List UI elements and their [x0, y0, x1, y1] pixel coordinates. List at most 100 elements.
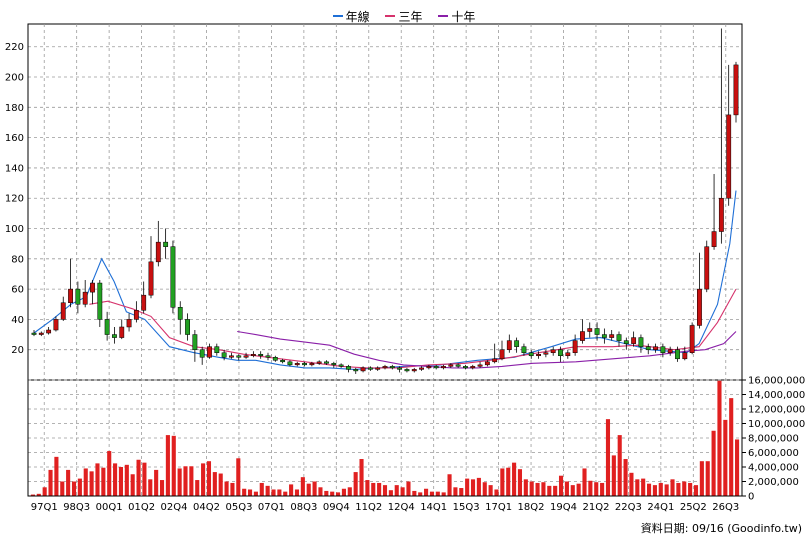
candle-body	[90, 282, 95, 293]
candle-body	[82, 291, 88, 305]
candle-body	[309, 363, 315, 366]
volume-bar	[83, 468, 88, 496]
volume-bar	[617, 435, 622, 496]
volume-bar	[95, 463, 100, 496]
legend-swatch-ten-year	[438, 15, 449, 17]
volume-bar	[729, 398, 734, 496]
candle-body	[521, 346, 527, 353]
x-tick-label: 09Q4	[323, 502, 350, 513]
candle-body	[353, 369, 359, 372]
volume-bar	[118, 467, 124, 496]
volume-bar	[394, 485, 399, 496]
price-tick-label: 80	[11, 254, 24, 265]
volume-bar	[212, 472, 217, 496]
candle-body	[638, 337, 644, 347]
candle-body	[718, 197, 724, 232]
volume-bar	[136, 459, 141, 496]
candle-body	[324, 361, 329, 364]
candle-body	[580, 331, 585, 341]
volume-bar	[36, 493, 41, 496]
x-tick-label: 12Q4	[388, 502, 415, 513]
candle-body	[623, 340, 629, 344]
candle-body	[587, 328, 593, 332]
volume-bar	[224, 481, 229, 496]
volume-bar	[130, 474, 135, 496]
x-tick-label: 18Q2	[518, 502, 545, 513]
volume-bar	[359, 459, 364, 496]
volume-bar	[171, 435, 176, 496]
volume-bar	[265, 485, 270, 496]
volume-bar	[183, 466, 188, 496]
x-tick-label: 07Q1	[258, 502, 285, 513]
price-tick-label: 40	[11, 315, 24, 326]
price-tick-label: 160	[5, 133, 24, 144]
candle-body	[631, 337, 637, 344]
volume-bar	[253, 491, 258, 496]
volume-tick-label: 14,000,000	[748, 390, 805, 401]
candle-body	[331, 363, 337, 366]
volume-bar	[165, 435, 170, 496]
volume-bar	[512, 462, 517, 496]
candle-body	[97, 282, 103, 320]
candle-body	[68, 288, 73, 303]
volume-bar	[189, 466, 194, 496]
x-tick-label: 24Q1	[647, 502, 674, 513]
volume-bar	[142, 462, 147, 496]
volume-bar	[236, 458, 241, 496]
volume-bar	[459, 488, 464, 496]
candle-body	[338, 364, 344, 367]
volume-bar	[294, 489, 300, 496]
volume-bar	[242, 488, 247, 496]
price-tick-label: 60	[11, 285, 24, 296]
candle-body	[185, 319, 190, 335]
candle-body	[265, 355, 271, 358]
candle-body	[689, 325, 695, 353]
x-tick-label: 22Q3	[615, 502, 642, 513]
volume-tick-label: 6,000,000	[748, 448, 799, 459]
candle-body	[558, 349, 563, 357]
candle-body	[426, 366, 432, 369]
legend-label-ten-year: 十年	[451, 9, 476, 24]
volume-bar	[582, 468, 587, 496]
candle-body	[192, 334, 198, 350]
volume-bar	[723, 419, 728, 496]
volume-bar	[629, 472, 634, 496]
volume-bar	[365, 480, 370, 496]
candle-body	[441, 366, 446, 369]
candle-body	[667, 349, 673, 353]
volume-bar	[195, 480, 200, 496]
volume-bar	[482, 482, 487, 496]
candle-body	[38, 332, 44, 335]
x-tick-label: 17Q1	[485, 502, 512, 513]
candle-body	[616, 334, 622, 341]
x-tick-label: 26Q3	[712, 502, 739, 513]
candle-body	[572, 340, 578, 353]
volume-bar	[89, 471, 94, 496]
volume-bar	[230, 482, 235, 496]
volume-bar	[488, 485, 493, 496]
price-tick-label: 140	[5, 163, 24, 174]
volume-bar	[605, 419, 611, 496]
volume-bar	[341, 488, 346, 496]
legend-swatch-three-year	[385, 15, 396, 17]
volume-bar	[435, 491, 440, 496]
candle-body	[294, 363, 300, 366]
volume-bar	[717, 380, 722, 496]
legend-item-three-year: 三年	[385, 8, 423, 25]
candle-body	[601, 334, 607, 338]
candle-body	[177, 307, 183, 320]
moving-average-line	[33, 190, 737, 370]
volume-bar	[506, 467, 511, 496]
price-tick-label: 20	[11, 345, 24, 356]
volume-bar	[312, 481, 317, 496]
volume-bar	[107, 451, 112, 496]
candle-body	[682, 352, 688, 360]
volume-bar	[652, 485, 657, 496]
x-tick-label: 05Q3	[225, 502, 252, 513]
candle-body	[148, 261, 154, 296]
volume-bar	[664, 484, 669, 496]
candle-body	[243, 355, 249, 358]
volume-bar	[306, 483, 311, 496]
volume-bar	[71, 481, 77, 496]
x-tick-label: 11Q2	[355, 502, 382, 513]
